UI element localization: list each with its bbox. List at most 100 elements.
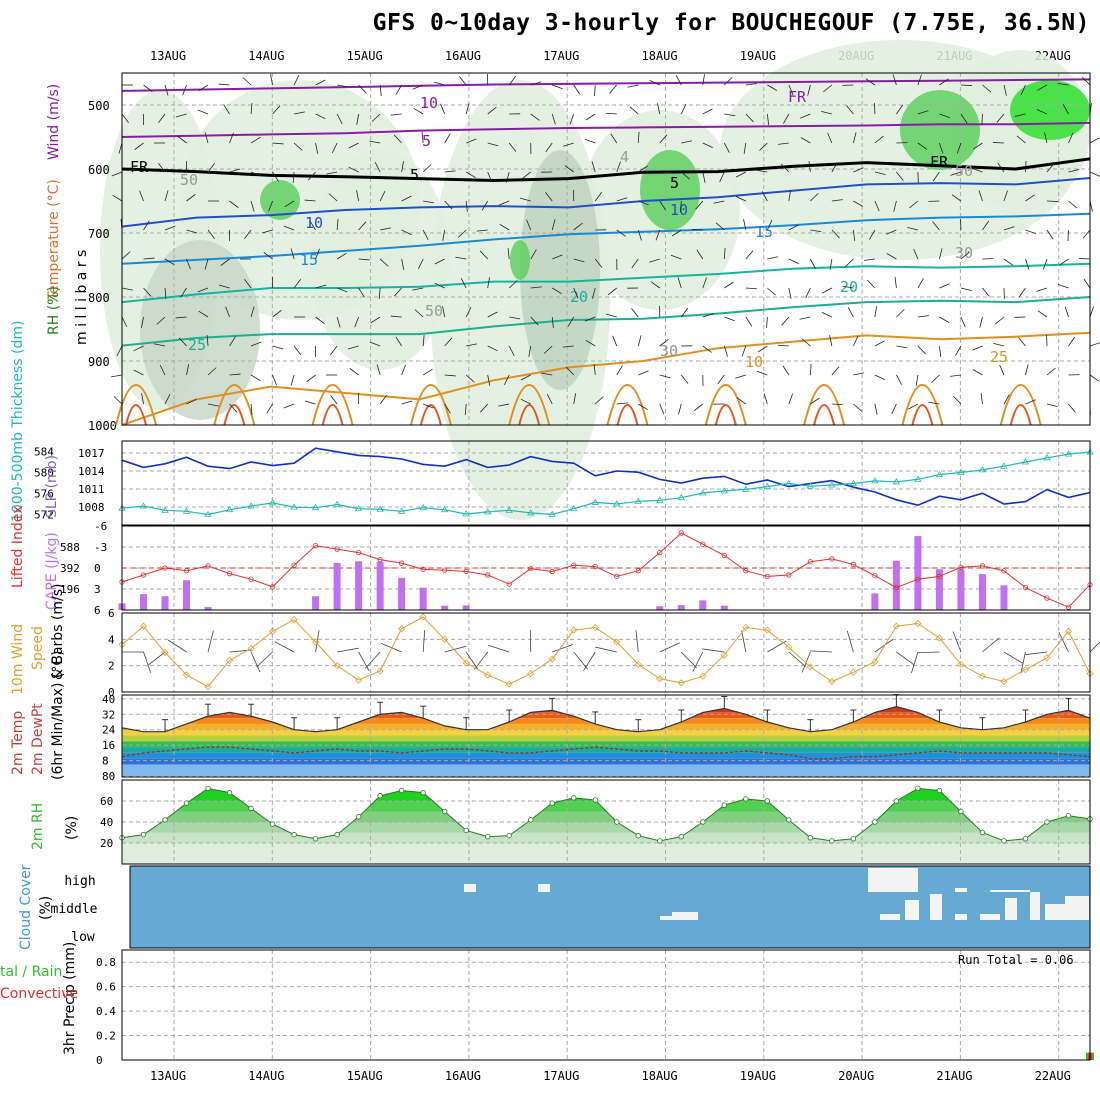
wind-barb bbox=[487, 171, 493, 183]
surface-wind-barb bbox=[422, 630, 426, 653]
rh-marker bbox=[398, 787, 405, 794]
wind-barb bbox=[423, 403, 434, 409]
wind-barb bbox=[393, 134, 402, 144]
wind-barb bbox=[422, 229, 429, 240]
wind-barb bbox=[1044, 132, 1048, 144]
wind-barb bbox=[315, 79, 326, 86]
wind-barb bbox=[197, 287, 209, 293]
wind-barb bbox=[143, 287, 152, 297]
cape-bar bbox=[355, 561, 363, 610]
wind-barb bbox=[809, 363, 812, 376]
surface-wind-barb bbox=[444, 645, 467, 653]
pressure-tick: 700 bbox=[88, 227, 110, 241]
rh-marker bbox=[678, 834, 684, 840]
wind-barb bbox=[808, 161, 811, 173]
thickness-marker bbox=[354, 504, 363, 512]
wind-tick: 4 bbox=[108, 633, 115, 646]
wind-barb bbox=[552, 84, 563, 90]
wind-barb bbox=[315, 113, 326, 120]
thickness-marker bbox=[1043, 454, 1051, 461]
wind-marker bbox=[333, 662, 341, 670]
wind-barb bbox=[896, 309, 905, 318]
wind-barb bbox=[141, 393, 144, 405]
wind-barb bbox=[605, 112, 617, 115]
wind-barb bbox=[627, 84, 639, 88]
wind-barb bbox=[637, 229, 642, 241]
wind-barb bbox=[680, 307, 689, 318]
wind-barb bbox=[390, 113, 402, 116]
wind-barb bbox=[724, 77, 733, 86]
wind-barb bbox=[1068, 132, 1074, 144]
li-marker bbox=[226, 570, 233, 577]
wind-barb bbox=[440, 103, 446, 115]
wind-barb bbox=[369, 140, 381, 144]
wind-barb bbox=[1064, 306, 1069, 318]
wind-marker bbox=[570, 626, 578, 634]
wind-barb bbox=[650, 281, 661, 289]
wind-barb bbox=[444, 200, 453, 210]
wind-barb bbox=[158, 113, 166, 124]
thickness-line bbox=[121, 451, 1091, 516]
wind-barb bbox=[1068, 403, 1076, 413]
wind-barb bbox=[304, 199, 316, 202]
pressure-tick: 500 bbox=[88, 99, 110, 113]
axis-label-part: RH (%) bbox=[46, 286, 62, 335]
wind-barb bbox=[393, 287, 402, 297]
cape-bar bbox=[1000, 585, 1008, 610]
li-tick: 6 bbox=[94, 604, 101, 617]
wind-barb bbox=[1025, 258, 1030, 270]
slp-thickness-panel bbox=[121, 440, 1091, 526]
wind-barb bbox=[909, 200, 919, 209]
wind-marker bbox=[613, 638, 621, 646]
wind-tick: 0 bbox=[108, 686, 115, 699]
wind-barb bbox=[242, 77, 252, 86]
thickness-marker bbox=[978, 466, 987, 473]
temp-tick: 16 bbox=[102, 739, 115, 752]
li-marker bbox=[183, 568, 190, 574]
wind-marker bbox=[505, 680, 513, 688]
wind-barb bbox=[457, 229, 467, 238]
wind-barb bbox=[250, 103, 253, 115]
wind-barb bbox=[530, 286, 542, 289]
wind-barb bbox=[800, 137, 811, 144]
wind-marker bbox=[484, 671, 492, 679]
wind-barb bbox=[1003, 258, 1014, 266]
rh-2m-panel bbox=[121, 779, 1091, 865]
wind-marker bbox=[1021, 666, 1030, 674]
li-marker bbox=[248, 576, 254, 582]
rh-band bbox=[122, 811, 1090, 822]
wind-barb bbox=[133, 369, 144, 376]
wind-marker bbox=[871, 658, 879, 666]
rh-marker bbox=[872, 819, 878, 825]
wind-barb bbox=[691, 228, 703, 231]
wind-barb bbox=[886, 229, 897, 235]
wind-barb bbox=[401, 400, 413, 405]
wind-barb bbox=[309, 220, 316, 231]
rh-marker bbox=[377, 793, 383, 799]
surface-wind-barb bbox=[952, 631, 962, 653]
thickness-marker bbox=[505, 506, 513, 513]
wind-barb bbox=[745, 83, 757, 86]
wind-barb bbox=[992, 142, 1004, 144]
contour-label: 5 bbox=[670, 174, 679, 192]
wind-barb bbox=[891, 403, 897, 415]
li-marker bbox=[635, 568, 641, 574]
wind-barb bbox=[637, 335, 642, 347]
warm-contour bbox=[213, 384, 256, 426]
axis-label-part: 2m Temp bbox=[10, 711, 26, 775]
thickness-marker bbox=[139, 502, 148, 509]
rh-shade bbox=[520, 150, 600, 390]
warm-contour bbox=[813, 404, 836, 426]
clear-patch bbox=[955, 888, 967, 892]
wind-barb bbox=[573, 222, 583, 231]
surface-wind-barb bbox=[917, 651, 940, 654]
temp-band bbox=[122, 752, 1090, 759]
wind-barb bbox=[993, 342, 1005, 347]
wind-barb bbox=[121, 251, 131, 260]
cape-bar bbox=[957, 569, 965, 610]
thickness-marker bbox=[763, 482, 772, 490]
li-marker bbox=[442, 567, 448, 573]
li-marker bbox=[1065, 604, 1072, 610]
wind-barb bbox=[917, 142, 928, 150]
wind-barb bbox=[573, 287, 579, 299]
